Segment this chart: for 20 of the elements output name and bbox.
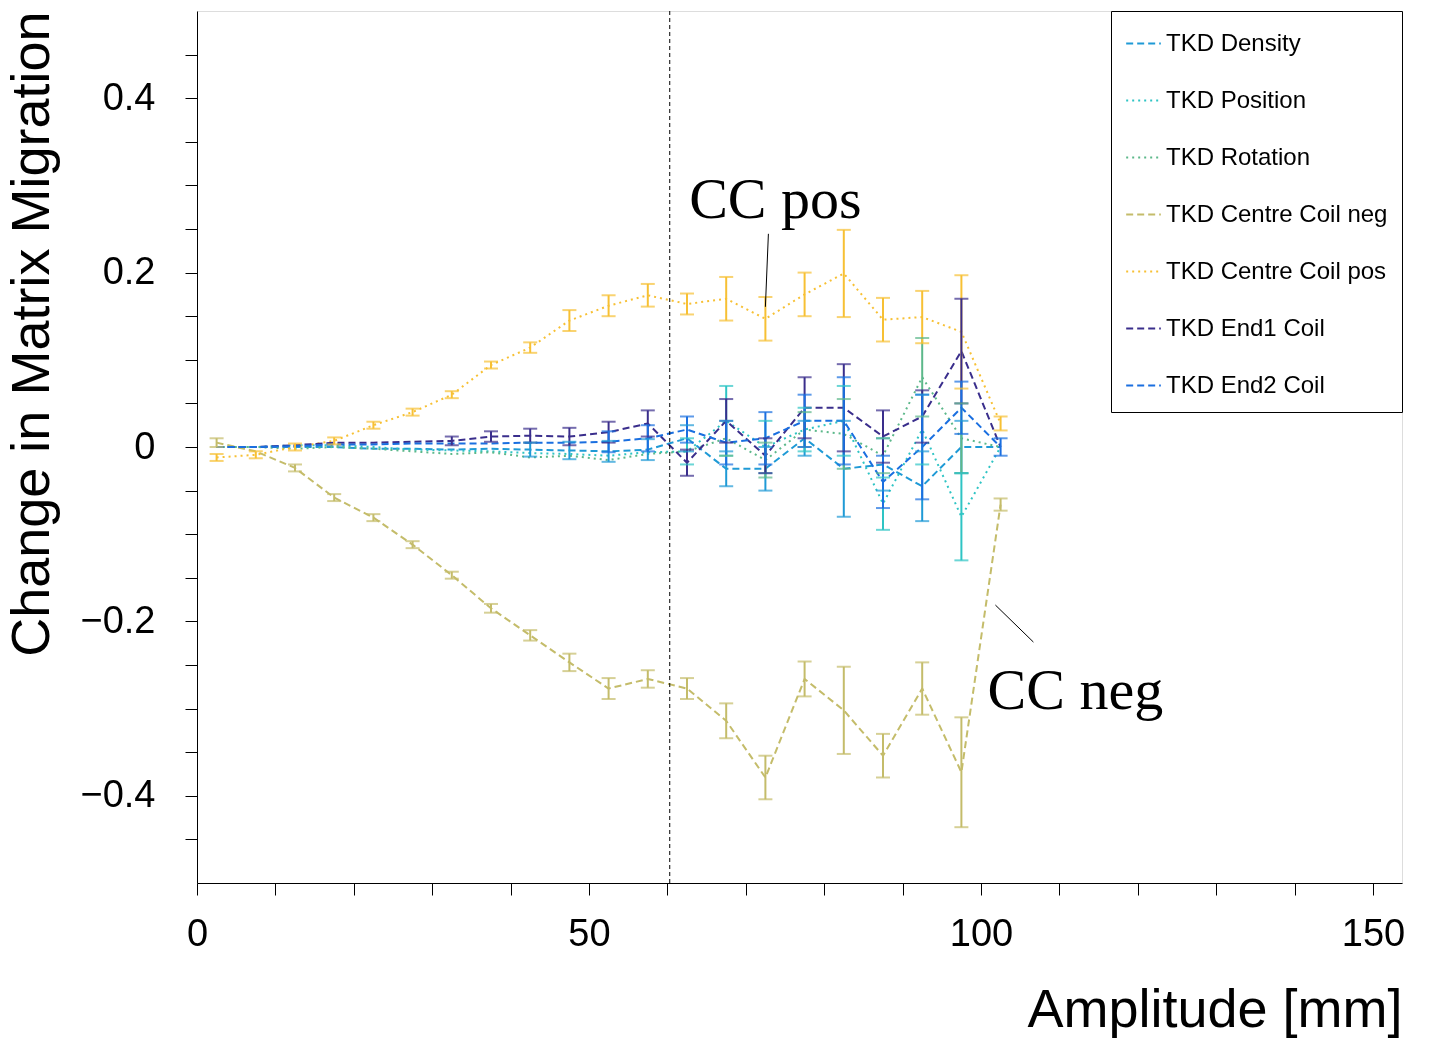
- x-tick-label: 150: [1341, 911, 1406, 954]
- legend-label: TKD Centre Coil neg: [1166, 199, 1388, 227]
- annotation: CC neg: [987, 657, 1164, 723]
- y-axis-title: Change in Matrix Migration: [0, 11, 61, 657]
- x-axis-title: Amplitude [mm]: [1027, 977, 1403, 1038]
- legend-label: TKD Centre Coil pos: [1166, 256, 1387, 284]
- legend-label: TKD Density: [1166, 28, 1301, 56]
- y-tick-label: −0.2: [80, 598, 156, 641]
- annotation: CC pos: [689, 165, 862, 231]
- legend-label: TKD End2 Coil: [1166, 370, 1325, 398]
- y-tick-label: −0.4: [80, 773, 156, 816]
- y-tick-label: 0.4: [102, 75, 156, 118]
- legend-label: TKD End1 Coil: [1166, 313, 1325, 341]
- legend-label: TKD Rotation: [1166, 142, 1311, 170]
- y-tick-label: 0: [134, 424, 156, 467]
- legend-label: TKD Position: [1166, 85, 1307, 113]
- x-tick-label: 0: [186, 911, 209, 954]
- y-tick-label: 0.2: [102, 250, 156, 293]
- x-tick-label: 50: [568, 911, 611, 954]
- x-tick-label: 100: [949, 911, 1014, 954]
